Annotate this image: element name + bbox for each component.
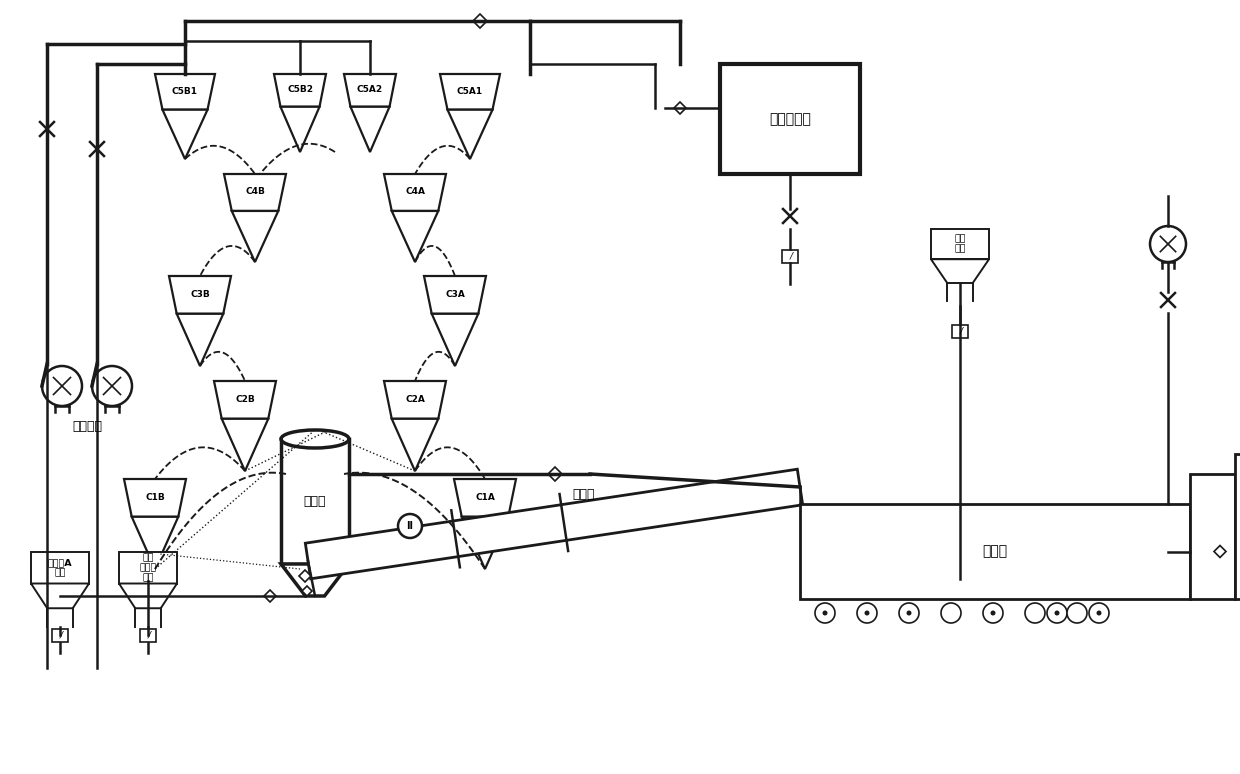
Bar xyxy=(1190,474,1235,599)
Text: /: / xyxy=(790,252,792,261)
Polygon shape xyxy=(299,570,311,582)
Text: 篦冷机: 篦冷机 xyxy=(982,544,1008,559)
Text: /: / xyxy=(960,327,962,335)
Polygon shape xyxy=(264,590,277,602)
Polygon shape xyxy=(281,564,348,596)
Polygon shape xyxy=(124,479,186,517)
Circle shape xyxy=(1089,603,1109,623)
Text: /: / xyxy=(148,631,150,639)
Polygon shape xyxy=(224,174,286,211)
Text: 分解炉A
喷煤: 分解炉A 喷煤 xyxy=(47,558,72,577)
Polygon shape xyxy=(119,584,177,608)
Text: C3A: C3A xyxy=(445,289,465,299)
Text: /: / xyxy=(60,631,62,639)
Polygon shape xyxy=(222,419,268,471)
Text: II: II xyxy=(407,521,413,531)
Bar xyxy=(281,439,348,564)
Polygon shape xyxy=(215,381,277,419)
Polygon shape xyxy=(461,517,508,569)
Text: C5B2: C5B2 xyxy=(286,85,312,94)
Circle shape xyxy=(941,603,961,623)
Polygon shape xyxy=(454,479,516,517)
Circle shape xyxy=(1054,611,1059,615)
Polygon shape xyxy=(31,584,89,608)
Bar xyxy=(52,628,68,642)
Polygon shape xyxy=(169,276,231,313)
Text: C2B: C2B xyxy=(236,395,255,404)
Polygon shape xyxy=(31,552,89,584)
Polygon shape xyxy=(675,102,686,114)
Polygon shape xyxy=(931,229,990,259)
Polygon shape xyxy=(931,259,990,283)
Text: 高温风机: 高温风机 xyxy=(72,420,102,433)
Bar xyxy=(720,64,861,174)
Text: 分解炉: 分解炉 xyxy=(304,495,326,508)
Polygon shape xyxy=(440,74,500,110)
Circle shape xyxy=(991,611,996,615)
Circle shape xyxy=(857,603,877,623)
Polygon shape xyxy=(131,517,179,569)
Polygon shape xyxy=(424,276,486,313)
Text: C4B: C4B xyxy=(246,187,265,197)
Circle shape xyxy=(398,514,422,538)
Polygon shape xyxy=(343,74,396,107)
Circle shape xyxy=(822,611,827,615)
Circle shape xyxy=(906,611,911,615)
Text: C2A: C2A xyxy=(405,395,425,404)
Polygon shape xyxy=(232,211,278,262)
Polygon shape xyxy=(351,107,389,152)
Text: 回转窑: 回转窑 xyxy=(573,488,595,501)
Text: C3B: C3B xyxy=(190,289,210,299)
Circle shape xyxy=(1096,611,1101,615)
Polygon shape xyxy=(548,467,562,481)
Polygon shape xyxy=(472,14,487,28)
Ellipse shape xyxy=(281,430,348,448)
Polygon shape xyxy=(162,110,207,159)
Polygon shape xyxy=(392,211,438,262)
Text: 套头
喷煤: 套头 喷煤 xyxy=(955,235,966,254)
Text: C5A2: C5A2 xyxy=(357,85,383,94)
Polygon shape xyxy=(432,313,479,366)
Polygon shape xyxy=(448,110,492,159)
Text: 煤生
分解炉
喷煤: 煤生 分解炉 喷煤 xyxy=(139,553,156,583)
Polygon shape xyxy=(305,469,802,579)
Circle shape xyxy=(815,603,835,623)
Circle shape xyxy=(1025,603,1045,623)
Bar xyxy=(952,324,968,337)
Circle shape xyxy=(1066,603,1087,623)
Text: C5B1: C5B1 xyxy=(172,87,198,96)
Polygon shape xyxy=(384,381,446,419)
Polygon shape xyxy=(392,419,438,471)
Text: C4A: C4A xyxy=(405,187,425,197)
Text: C1B: C1B xyxy=(145,492,165,502)
Circle shape xyxy=(1047,603,1066,623)
Text: C1A: C1A xyxy=(475,492,495,502)
Bar xyxy=(140,628,156,642)
Polygon shape xyxy=(119,552,177,584)
Circle shape xyxy=(42,366,82,406)
Bar xyxy=(800,504,1190,599)
Polygon shape xyxy=(1214,546,1226,557)
Bar xyxy=(782,249,799,262)
Circle shape xyxy=(899,603,919,623)
Circle shape xyxy=(92,366,131,406)
Circle shape xyxy=(983,603,1003,623)
Polygon shape xyxy=(303,586,312,596)
Polygon shape xyxy=(177,313,223,366)
Polygon shape xyxy=(384,174,446,211)
Bar xyxy=(1235,454,1240,599)
Circle shape xyxy=(1149,226,1185,262)
Polygon shape xyxy=(280,107,320,152)
Text: C5A1: C5A1 xyxy=(456,87,484,96)
Polygon shape xyxy=(155,74,215,110)
Polygon shape xyxy=(274,74,326,107)
Text: 生料标准仓: 生料标准仓 xyxy=(769,112,811,126)
Circle shape xyxy=(864,611,869,615)
